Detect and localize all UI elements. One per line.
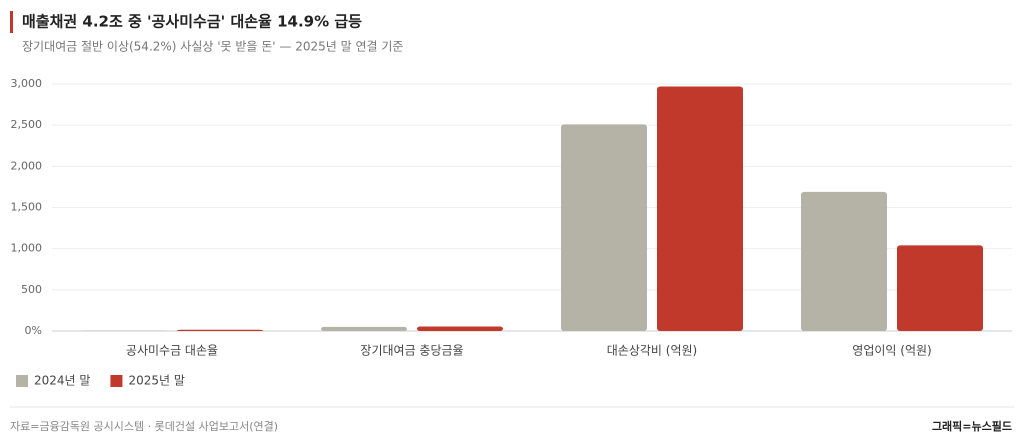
y-tick-label: 0% (25, 324, 42, 337)
title-accent (10, 11, 13, 33)
source: 자료=금융감독원 공시시스템 · 롯데건설 사업보고서(연결) (10, 420, 278, 433)
bar (177, 329, 263, 331)
chart-title: 매출채권 4.2조 중 '공사미수금' 대손율 14.9% 급등 (22, 13, 362, 31)
y-tick-label: 500 (21, 283, 42, 296)
x-tick-label: 공사미수금 대손율 (126, 344, 218, 358)
bar (321, 326, 407, 331)
bar (801, 191, 887, 331)
legend-swatch (110, 375, 123, 387)
credit: 그래픽=뉴스필드 (932, 419, 1012, 433)
x-tick-label: 장기대여금 충당금율 (360, 344, 463, 358)
bar (897, 245, 983, 331)
legend-label: 2025년 말 (128, 374, 184, 388)
x-tick-label: 영업이익 (억원) (852, 344, 931, 358)
x-tick-label: 대손상각비 (억원) (607, 344, 697, 358)
bar (561, 124, 647, 332)
legend-swatch (16, 375, 28, 387)
y-tick-label: 2,000 (11, 159, 43, 172)
bar (657, 86, 743, 331)
y-tick-label: 3,000 (11, 77, 43, 90)
bar (417, 326, 503, 331)
y-tick-label: 1,500 (11, 201, 43, 214)
y-tick-label: 1,000 (11, 242, 43, 255)
chart-subtitle: 장기대여금 절반 이상(54.2%) 사실상 '못 받을 돈' — 2025년 … (22, 40, 403, 54)
legend-label: 2024년 말 (34, 374, 90, 388)
y-tick-label: 2,500 (11, 118, 43, 131)
